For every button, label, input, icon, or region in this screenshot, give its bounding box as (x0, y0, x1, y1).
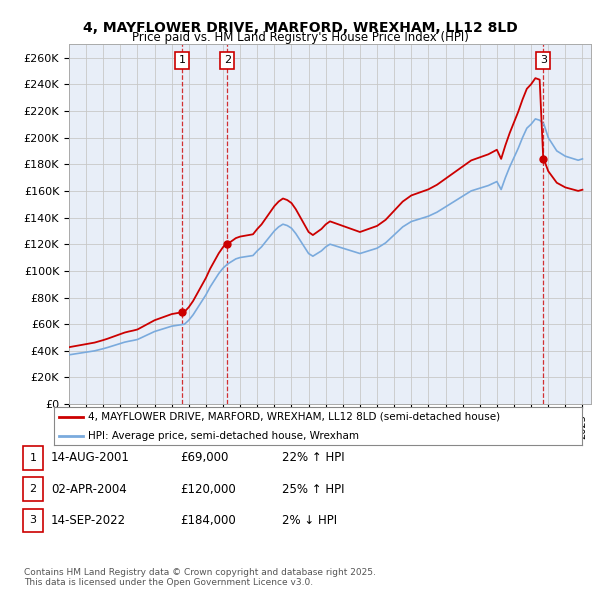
Text: 1: 1 (29, 453, 37, 463)
Text: 02-APR-2004: 02-APR-2004 (51, 483, 127, 496)
Text: 2% ↓ HPI: 2% ↓ HPI (282, 514, 337, 527)
Text: 2: 2 (29, 484, 37, 494)
Text: 4, MAYFLOWER DRIVE, MARFORD, WREXHAM, LL12 8LD: 4, MAYFLOWER DRIVE, MARFORD, WREXHAM, LL… (83, 21, 517, 35)
Text: 1: 1 (179, 55, 186, 65)
Text: 22% ↑ HPI: 22% ↑ HPI (282, 451, 344, 464)
Text: £120,000: £120,000 (180, 483, 236, 496)
Text: Contains HM Land Registry data © Crown copyright and database right 2025.
This d: Contains HM Land Registry data © Crown c… (24, 568, 376, 587)
Text: 14-SEP-2022: 14-SEP-2022 (51, 514, 126, 527)
Text: £69,000: £69,000 (180, 451, 229, 464)
Text: 4, MAYFLOWER DRIVE, MARFORD, WREXHAM, LL12 8LD (semi-detached house): 4, MAYFLOWER DRIVE, MARFORD, WREXHAM, LL… (88, 412, 500, 422)
Text: HPI: Average price, semi-detached house, Wrexham: HPI: Average price, semi-detached house,… (88, 431, 359, 441)
Text: 2: 2 (224, 55, 231, 65)
Text: 3: 3 (29, 516, 37, 525)
Text: 3: 3 (540, 55, 547, 65)
Text: £184,000: £184,000 (180, 514, 236, 527)
Text: Price paid vs. HM Land Registry's House Price Index (HPI): Price paid vs. HM Land Registry's House … (131, 31, 469, 44)
Text: 14-AUG-2001: 14-AUG-2001 (51, 451, 130, 464)
Text: 25% ↑ HPI: 25% ↑ HPI (282, 483, 344, 496)
